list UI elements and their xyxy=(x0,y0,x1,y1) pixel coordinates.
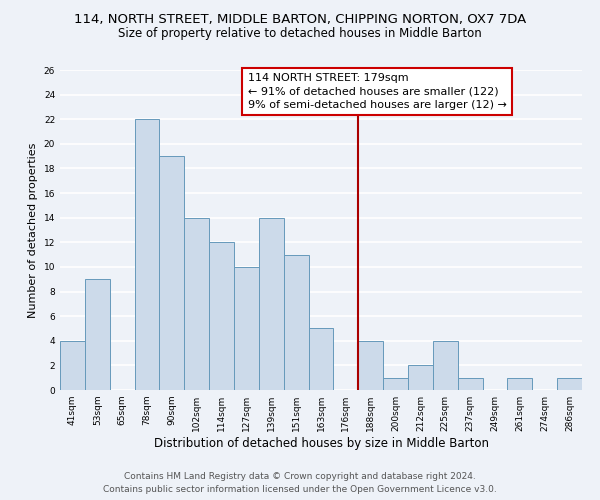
Y-axis label: Number of detached properties: Number of detached properties xyxy=(28,142,38,318)
Text: Contains HM Land Registry data © Crown copyright and database right 2024.
Contai: Contains HM Land Registry data © Crown c… xyxy=(103,472,497,494)
Bar xyxy=(184,218,209,390)
Text: 114 NORTH STREET: 179sqm
← 91% of detached houses are smaller (122)
9% of semi-d: 114 NORTH STREET: 179sqm ← 91% of detach… xyxy=(248,73,507,110)
Bar xyxy=(433,341,458,390)
Bar xyxy=(308,328,334,390)
Bar xyxy=(134,119,160,390)
Text: Size of property relative to detached houses in Middle Barton: Size of property relative to detached ho… xyxy=(118,28,482,40)
Bar xyxy=(383,378,408,390)
Bar xyxy=(259,218,284,390)
Bar xyxy=(557,378,582,390)
Bar xyxy=(358,341,383,390)
Bar xyxy=(508,378,532,390)
Bar xyxy=(160,156,184,390)
Bar xyxy=(85,279,110,390)
Bar xyxy=(209,242,234,390)
Bar xyxy=(284,254,308,390)
Text: 114, NORTH STREET, MIDDLE BARTON, CHIPPING NORTON, OX7 7DA: 114, NORTH STREET, MIDDLE BARTON, CHIPPI… xyxy=(74,12,526,26)
Bar xyxy=(60,341,85,390)
Bar xyxy=(234,267,259,390)
Bar xyxy=(408,366,433,390)
X-axis label: Distribution of detached houses by size in Middle Barton: Distribution of detached houses by size … xyxy=(154,437,488,450)
Bar xyxy=(458,378,482,390)
